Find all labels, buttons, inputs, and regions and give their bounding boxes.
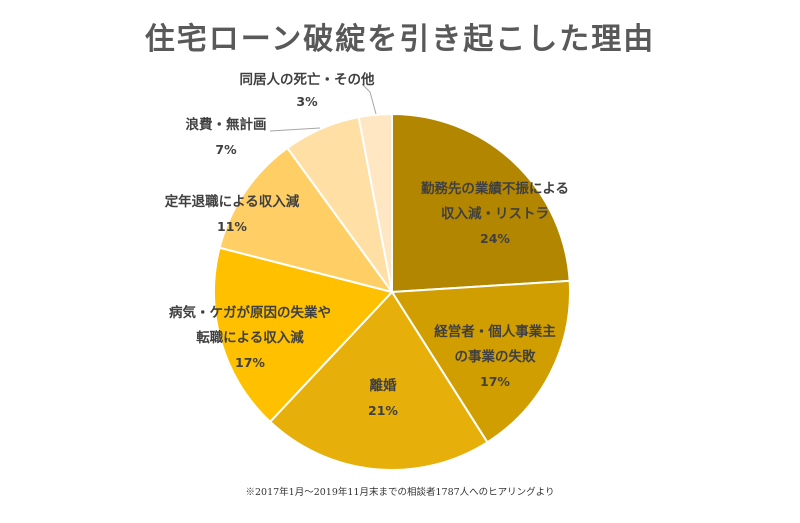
slice-label-line: 収入減・リストラ: [441, 205, 549, 222]
slice-label-4: 病気・ケガが原因の失業や転職による収入減: [169, 304, 331, 346]
slice-percent-4: 17%: [235, 355, 265, 370]
pie-slice-2: [390, 279, 572, 444]
slice-percent-7: 3%: [296, 94, 318, 109]
slice-percent-5: 11%: [217, 219, 247, 234]
leader-line-6: [269, 127, 321, 132]
pie-slices: [213, 112, 572, 471]
slice-label-3: 離婚: [370, 377, 397, 394]
slice-label-line: 離婚: [370, 377, 397, 394]
slice-labels: 勤務先の業績不振による収入減・リストラ 24% 経営者・個人事業主の事業の失敗 17%…: [165, 71, 569, 418]
leader-lines: [269, 83, 377, 132]
pie-slice-1: [391, 112, 571, 294]
slice-label-2: 経営者・個人事業主の事業の失敗: [434, 323, 556, 365]
slice-label-line: 浪費・無計画: [186, 116, 267, 133]
slice-percent-3: 21%: [368, 403, 398, 418]
pie-slice-4: [213, 246, 394, 424]
chart-title: 住宅ローン破綻を引き起こした理由: [144, 22, 656, 57]
slice-label-6: 浪費・無計画: [186, 116, 267, 133]
slice-label-line: 定年退職による収入減: [165, 193, 300, 210]
slice-label-line: 同居人の死亡・その他: [240, 71, 375, 88]
pie-slice-7: [357, 112, 393, 293]
slice-percent-2: 17%: [480, 374, 510, 389]
slice-label-line: 転職による収入減: [196, 329, 304, 346]
slice-percent-6: 7%: [215, 142, 237, 157]
footnote: ※2017年1月～2019年11月末までの相談者1787人へのヒアリングより: [245, 487, 555, 498]
slice-label-5: 定年退職による収入減: [165, 193, 300, 210]
slice-label-line: 勤務先の業績不振による: [421, 180, 569, 197]
leader-line-7: [361, 83, 377, 115]
slice-label-7: 同居人の死亡・その他: [240, 71, 375, 88]
pie-slice-3: [268, 290, 489, 471]
slice-label-line: 経営者・個人事業主: [434, 323, 556, 340]
slice-percent-1: 24%: [480, 231, 510, 246]
pie-slice-5: [218, 146, 395, 294]
slice-label-line: の事業の失敗: [455, 348, 536, 365]
slice-label-line: 病気・ケガが原因の失業や: [169, 304, 331, 321]
slice-label-1: 勤務先の業績不振による収入減・リストラ: [421, 180, 569, 222]
